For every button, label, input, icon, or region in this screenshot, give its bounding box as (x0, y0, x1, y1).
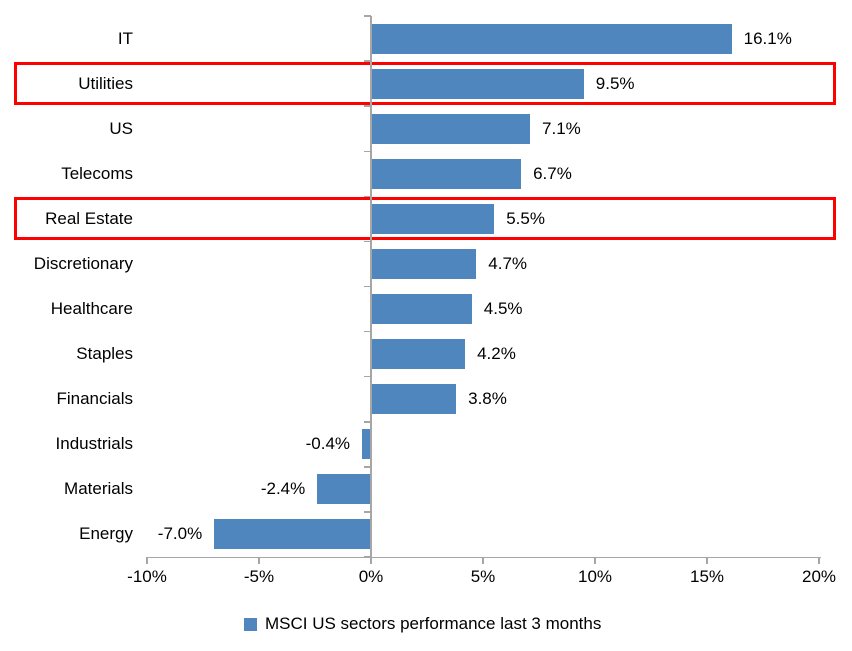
bar (371, 384, 457, 415)
x-axis-tick (258, 557, 260, 564)
category-label: Healthcare (50, 299, 133, 319)
y-axis-line (370, 16, 372, 557)
y-axis-tick (364, 15, 371, 17)
x-axis-tick (482, 557, 484, 564)
bar (371, 339, 466, 370)
y-axis-tick (364, 511, 371, 513)
value-label: 4.2% (477, 344, 516, 364)
bar (371, 113, 531, 144)
value-label: 4.7% (488, 253, 528, 273)
y-axis-tick (364, 375, 371, 378)
category-label: Staples (76, 344, 133, 364)
bar (371, 158, 522, 189)
value-label: -0.4% (305, 434, 351, 454)
value-label: 3.8% (468, 389, 507, 409)
bar (371, 203, 495, 234)
y-axis-tick (364, 195, 371, 198)
category-label: Industrials (55, 434, 133, 454)
value-label: 16.1% (743, 28, 792, 48)
x-axis-tick (818, 557, 820, 564)
y-axis-tick (364, 421, 371, 423)
x-axis-line (147, 556, 821, 558)
y-axis-tick (364, 556, 371, 558)
highlight-box-real-estate (14, 196, 836, 241)
y-axis-tick (364, 466, 371, 468)
x-axis-tick (594, 557, 596, 564)
y-axis-tick (364, 60, 371, 62)
bar (371, 248, 477, 279)
category-label: Materials (64, 479, 133, 499)
bar (317, 474, 371, 505)
legend-series-marker (244, 617, 257, 631)
category-label: IT (117, 28, 133, 48)
legend: MSCI US sectors performance last 3 month… (244, 614, 601, 634)
highlight-box-utilities (14, 61, 836, 106)
category-label: Real Estate (45, 208, 133, 228)
value-label: 7.1% (542, 118, 581, 138)
value-label: -2.4% (260, 479, 306, 499)
x-axis-tick-label: 15% (689, 567, 725, 586)
x-axis-tick-label: -10% (127, 567, 167, 586)
category-label: US (109, 118, 133, 138)
bar (371, 294, 472, 325)
category-label: Telecoms (61, 163, 133, 183)
x-axis-tick-label: 20% (801, 567, 837, 586)
x-axis-tick-label: 5% (470, 567, 496, 586)
category-label: Utilities (78, 73, 133, 93)
x-axis-tick (706, 557, 708, 564)
y-axis-tick (364, 285, 371, 288)
category-label: Energy (79, 524, 133, 544)
value-label: 9.5% (595, 73, 635, 93)
bar (371, 68, 584, 99)
x-axis-tick (146, 557, 148, 564)
category-label: Financials (56, 389, 133, 409)
category-label: Discretionary (33, 253, 133, 273)
value-label: 5.5% (506, 208, 545, 228)
y-axis-tick (364, 150, 371, 152)
x-axis-tick-label: -5% (243, 567, 275, 586)
x-axis-tick-label: 0% (358, 567, 384, 586)
bar (371, 23, 732, 54)
bar (362, 429, 371, 460)
value-label: 4.5% (483, 299, 523, 319)
y-axis-tick (364, 330, 371, 333)
value-label: -7.0% (157, 524, 203, 544)
x-axis-tick (370, 557, 372, 564)
x-axis-tick-label: 10% (577, 567, 613, 586)
y-axis-tick (364, 240, 371, 243)
value-label: 6.7% (533, 163, 572, 183)
legend-series-label: MSCI US sectors performance last 3 month… (265, 614, 602, 633)
bar (214, 519, 371, 550)
y-axis-tick (364, 105, 371, 107)
